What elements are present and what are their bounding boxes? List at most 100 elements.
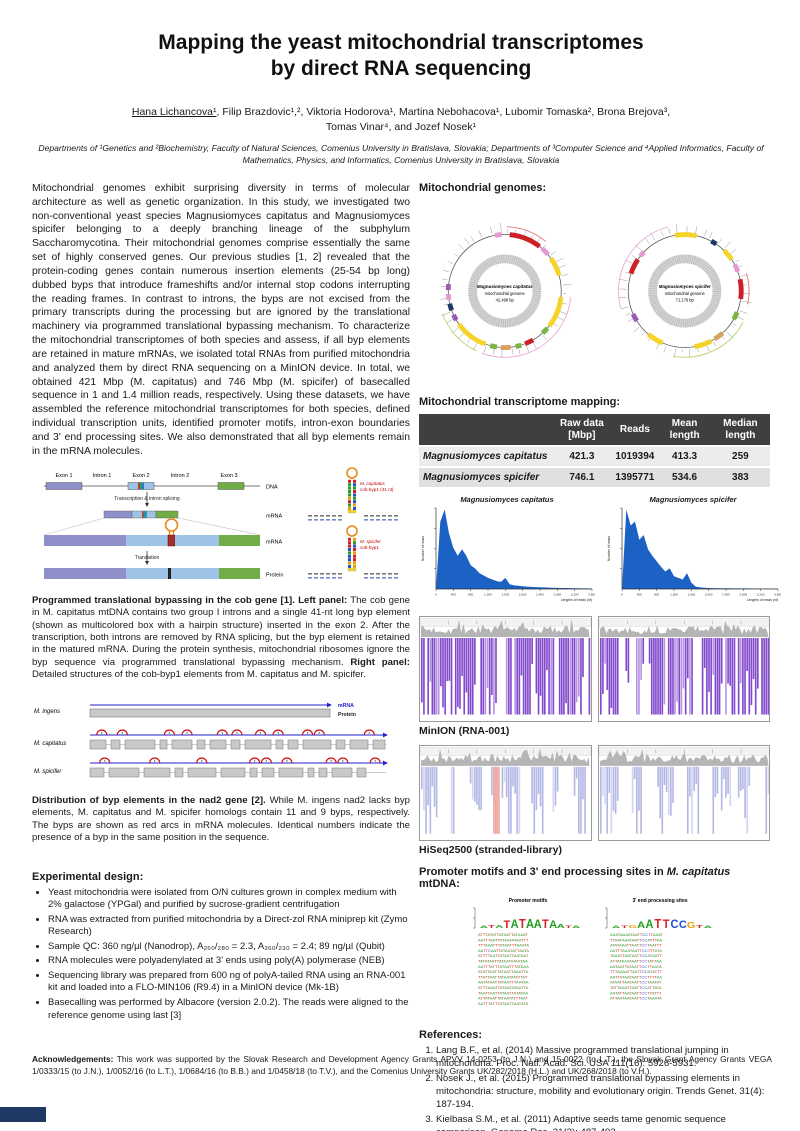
acknowledgements-body: This work was supported by the Slovak Re…	[32, 1054, 772, 1076]
svg-text:TATATAATTATAATATAATAA: TATATAATTATAATATAATAA	[478, 959, 528, 964]
svg-text:C: C	[670, 919, 678, 931]
svg-text:ATTTATATTATAATTATAAAT: ATTTATATTATAATTATAAAT	[478, 932, 528, 937]
promoter-heading-prefix: Promoter motifs and 3' end processing si…	[419, 866, 667, 878]
svg-text:0: 0	[435, 593, 437, 597]
col-header-median: Median length	[710, 414, 770, 445]
svg-text:3,200: 3,200	[757, 593, 765, 597]
svg-text:2,000: 2,000	[519, 593, 527, 597]
title-line2: by direct RNA sequencing	[270, 57, 532, 81]
svg-text:AATTTATTTATAATTTATAAA: AATTTATTTATAATTTATAAA	[478, 964, 529, 969]
genome-maps: Magnusiomyces capitatus mitochondrial ge…	[419, 198, 770, 386]
exp-bullet: Sample QC: 360 ng/µl (Nanodrop), A₂₆₀/₂₈…	[48, 941, 410, 954]
genome-map-capitatus: Magnusiomyces capitatus mitochondrial ge…	[440, 222, 572, 359]
svg-text:TTATTAATTATAATATATTAT: TTATTAATTATAATATATTAT	[478, 974, 528, 979]
byp-cap-name: cob-byp1 (41 nt)	[360, 487, 394, 492]
svg-text:T: T	[621, 925, 628, 929]
caption1-body1: The cob gene in M. capitatus mtDNA conta…	[32, 594, 410, 668]
svg-text:AATTCAATTATAATATTAATA: AATTCAATTATAATATTAATA	[478, 948, 529, 953]
svg-text:AATTTAAATAATTCCTTTATA: AATTTAAATAATTCCTTTATA	[610, 948, 662, 953]
cell-raw: 746.1	[552, 468, 612, 487]
abstract-text: Mitochondrial genomes exhibit surprising…	[32, 183, 410, 457]
left-column: Mitochondrial genomes exhibit surprising…	[32, 182, 410, 1131]
exon1-label: Exon 1	[55, 473, 72, 479]
protein-label: Protein	[266, 572, 283, 578]
title-line1: Mapping the yeast mitochondrial transcri…	[158, 31, 644, 54]
svg-text:A: A	[703, 925, 711, 929]
svg-text:A: A	[495, 923, 503, 929]
svg-text:2,400: 2,400	[536, 593, 544, 597]
promoter-logo: A T A T A T A A T A A T AATTTATATTATAATTATAAATAATTTA…	[472, 907, 580, 1006]
svg-text:2,400: 2,400	[722, 593, 730, 597]
histogram-spicifer: Magnusiomyces spicifer 0 400 800 1,200 1,600…	[605, 495, 782, 608]
experimental-design-list: Yeast mitochondria were isolated from O/…	[32, 887, 410, 1022]
affiliations: Departments of ¹Genetics and ²Biochemist…	[38, 142, 764, 165]
svg-text:A: A	[479, 925, 487, 929]
caption1-lead1: Programmed translational bypassing in th…	[32, 594, 348, 606]
col-header-reads: Reads	[611, 414, 659, 445]
sequence-logos: Promoter motifs 3' end processing sites …	[472, 898, 711, 1006]
svg-text:ATTATAATTATAATATTTAAT: ATTATAATTATAATATTTAAT	[478, 996, 528, 1001]
svg-text:Number of reads: Number of reads	[607, 536, 611, 562]
minion-coverage-capitatus	[419, 616, 592, 722]
svg-text:400: 400	[451, 593, 456, 597]
hiseq-coverage-panels	[419, 745, 770, 841]
cell-median: 259	[710, 447, 770, 466]
protein-bar-label: Protein	[338, 712, 356, 718]
hairpin-capitatus	[308, 466, 398, 521]
svg-text:ATAATTAATAATTCCTAATAT: ATAATTAATAATTCCTAATAT	[610, 980, 662, 985]
promoter-heading-suffix: mtDNA:	[419, 878, 460, 890]
genome1-subtitle: mitochondrial genome	[485, 291, 526, 296]
svg-text:G: G	[686, 921, 695, 930]
svg-text:T: T	[488, 924, 495, 929]
poster-header: Mapping the yeast mitochondrial transcri…	[32, 30, 770, 166]
svg-text:AATAATTATAATTCCTTAATA: AATAATTATAATTCCTTAATA	[610, 964, 662, 969]
minion-coverage-panels	[419, 616, 770, 722]
exon2-label: Exon 2	[132, 473, 149, 479]
mrna-arrow-label: mRNA	[338, 703, 354, 709]
intron2-label: Intron 2	[171, 473, 190, 479]
caption2-body: While M. ingens nad2 lacks byp elements,…	[32, 794, 411, 844]
svg-text:3,600: 3,600	[588, 593, 595, 597]
promoter-logo-title: Promoter motifs	[508, 898, 547, 904]
svg-text:ATTAATAATAATTCCTAAATA: ATTAATAATAATTCCTAAATA	[610, 996, 662, 1001]
svg-text:ATTTAAATTATAATATAATTA: ATTTAAATTATAATATAATTA	[478, 985, 529, 990]
svg-text:1,600: 1,600	[501, 593, 509, 597]
processing-logo-title: 3' end processing sites	[632, 898, 687, 904]
svg-text:TAAATTAATAATTCCATAATT: TAAATTAATAATTCCATAATT	[610, 953, 662, 958]
svg-text:TTTAAATTTATAATTTAAATA: TTTAAATTTATAATTTAAATA	[478, 943, 529, 948]
svg-text:TTAATAAATAATTCCATTTAA: TTAATAAATAATTCCATTTAA	[610, 937, 663, 942]
svg-text:AATTTAATTATAATATAATTT: AATTTAATTATAATATAATTT	[478, 937, 529, 942]
genome-map-spicifer: Magnusiomyces spicifer mitochondrial gen…	[617, 224, 751, 358]
svg-text:T: T	[654, 916, 661, 931]
svg-text:AATATAATTATAATTTAATAA: AATATAATTATAATTTAATAA	[478, 980, 529, 985]
svg-text:800: 800	[654, 593, 659, 597]
experimental-design-heading: Experimental design:	[32, 870, 144, 883]
genomes-heading: Mitochondrial genomes:	[419, 182, 547, 194]
mrna-label-2: mRNA	[266, 539, 283, 545]
table-row: Magnusiomyces spicifer 746.1 1395771 534…	[419, 468, 770, 487]
hiseq-coverage-spicifer	[597, 745, 770, 841]
histogram2-chart: 0 400 800 1,200 1,600 2,000 2,400 2,800 3,200 3,6…	[607, 507, 782, 602]
svg-text:2,800: 2,800	[739, 593, 747, 597]
exp-bullet: Basecalling was performed by Albacore (v…	[48, 997, 410, 1022]
svg-text:AATTATAATAATTCCTTTTAA: AATTATAATAATTCCTTTTAA	[610, 974, 662, 979]
histogram2-title: Magnusiomyces spicifer	[649, 495, 737, 504]
reference-item: Kielbasa S.M., et al. (2011) Adaptive se…	[436, 1114, 770, 1131]
sequence-logos-figure: Promoter motifs 3' end processing sites …	[419, 894, 770, 1019]
svg-text:ATTATAAATAATTCCTATTAA: ATTATAAATAATTCCTATTAA	[610, 959, 662, 964]
svg-text:TAATTAATTATAATTATATAA: TAATTAATTATAATTATATAA	[478, 990, 528, 995]
svg-text:A: A	[637, 921, 646, 931]
read-length-histograms: Magnusiomyces capitatus 0 400 800 1,200 1,60…	[419, 495, 782, 608]
mapping-heading: Mitochondrial transcriptome mapping:	[419, 396, 621, 408]
cell-species: Magnusiomyces spicifer	[419, 468, 553, 487]
svg-text:Number of reads: Number of reads	[421, 536, 425, 562]
histogram1-title: Magnusiomyces capitatus	[460, 495, 554, 504]
caption1-lead2: Right panel:	[350, 656, 410, 668]
poster-title: Mapping the yeast mitochondrial transcri…	[32, 30, 770, 83]
two-column-layout: Mitochondrial genomes exhibit surprising…	[32, 182, 782, 1131]
cell-reads: 1395771	[611, 468, 659, 487]
table-row: Magnusiomyces capitatus 421.3 1019394 41…	[419, 447, 770, 466]
minion-coverage-spicifer	[597, 616, 770, 722]
author-list-rest: , Filip Brazdovic¹,², Viktoria Hodorova¹…	[216, 105, 671, 118]
byp-cap-species: M. capitatus	[360, 481, 385, 486]
